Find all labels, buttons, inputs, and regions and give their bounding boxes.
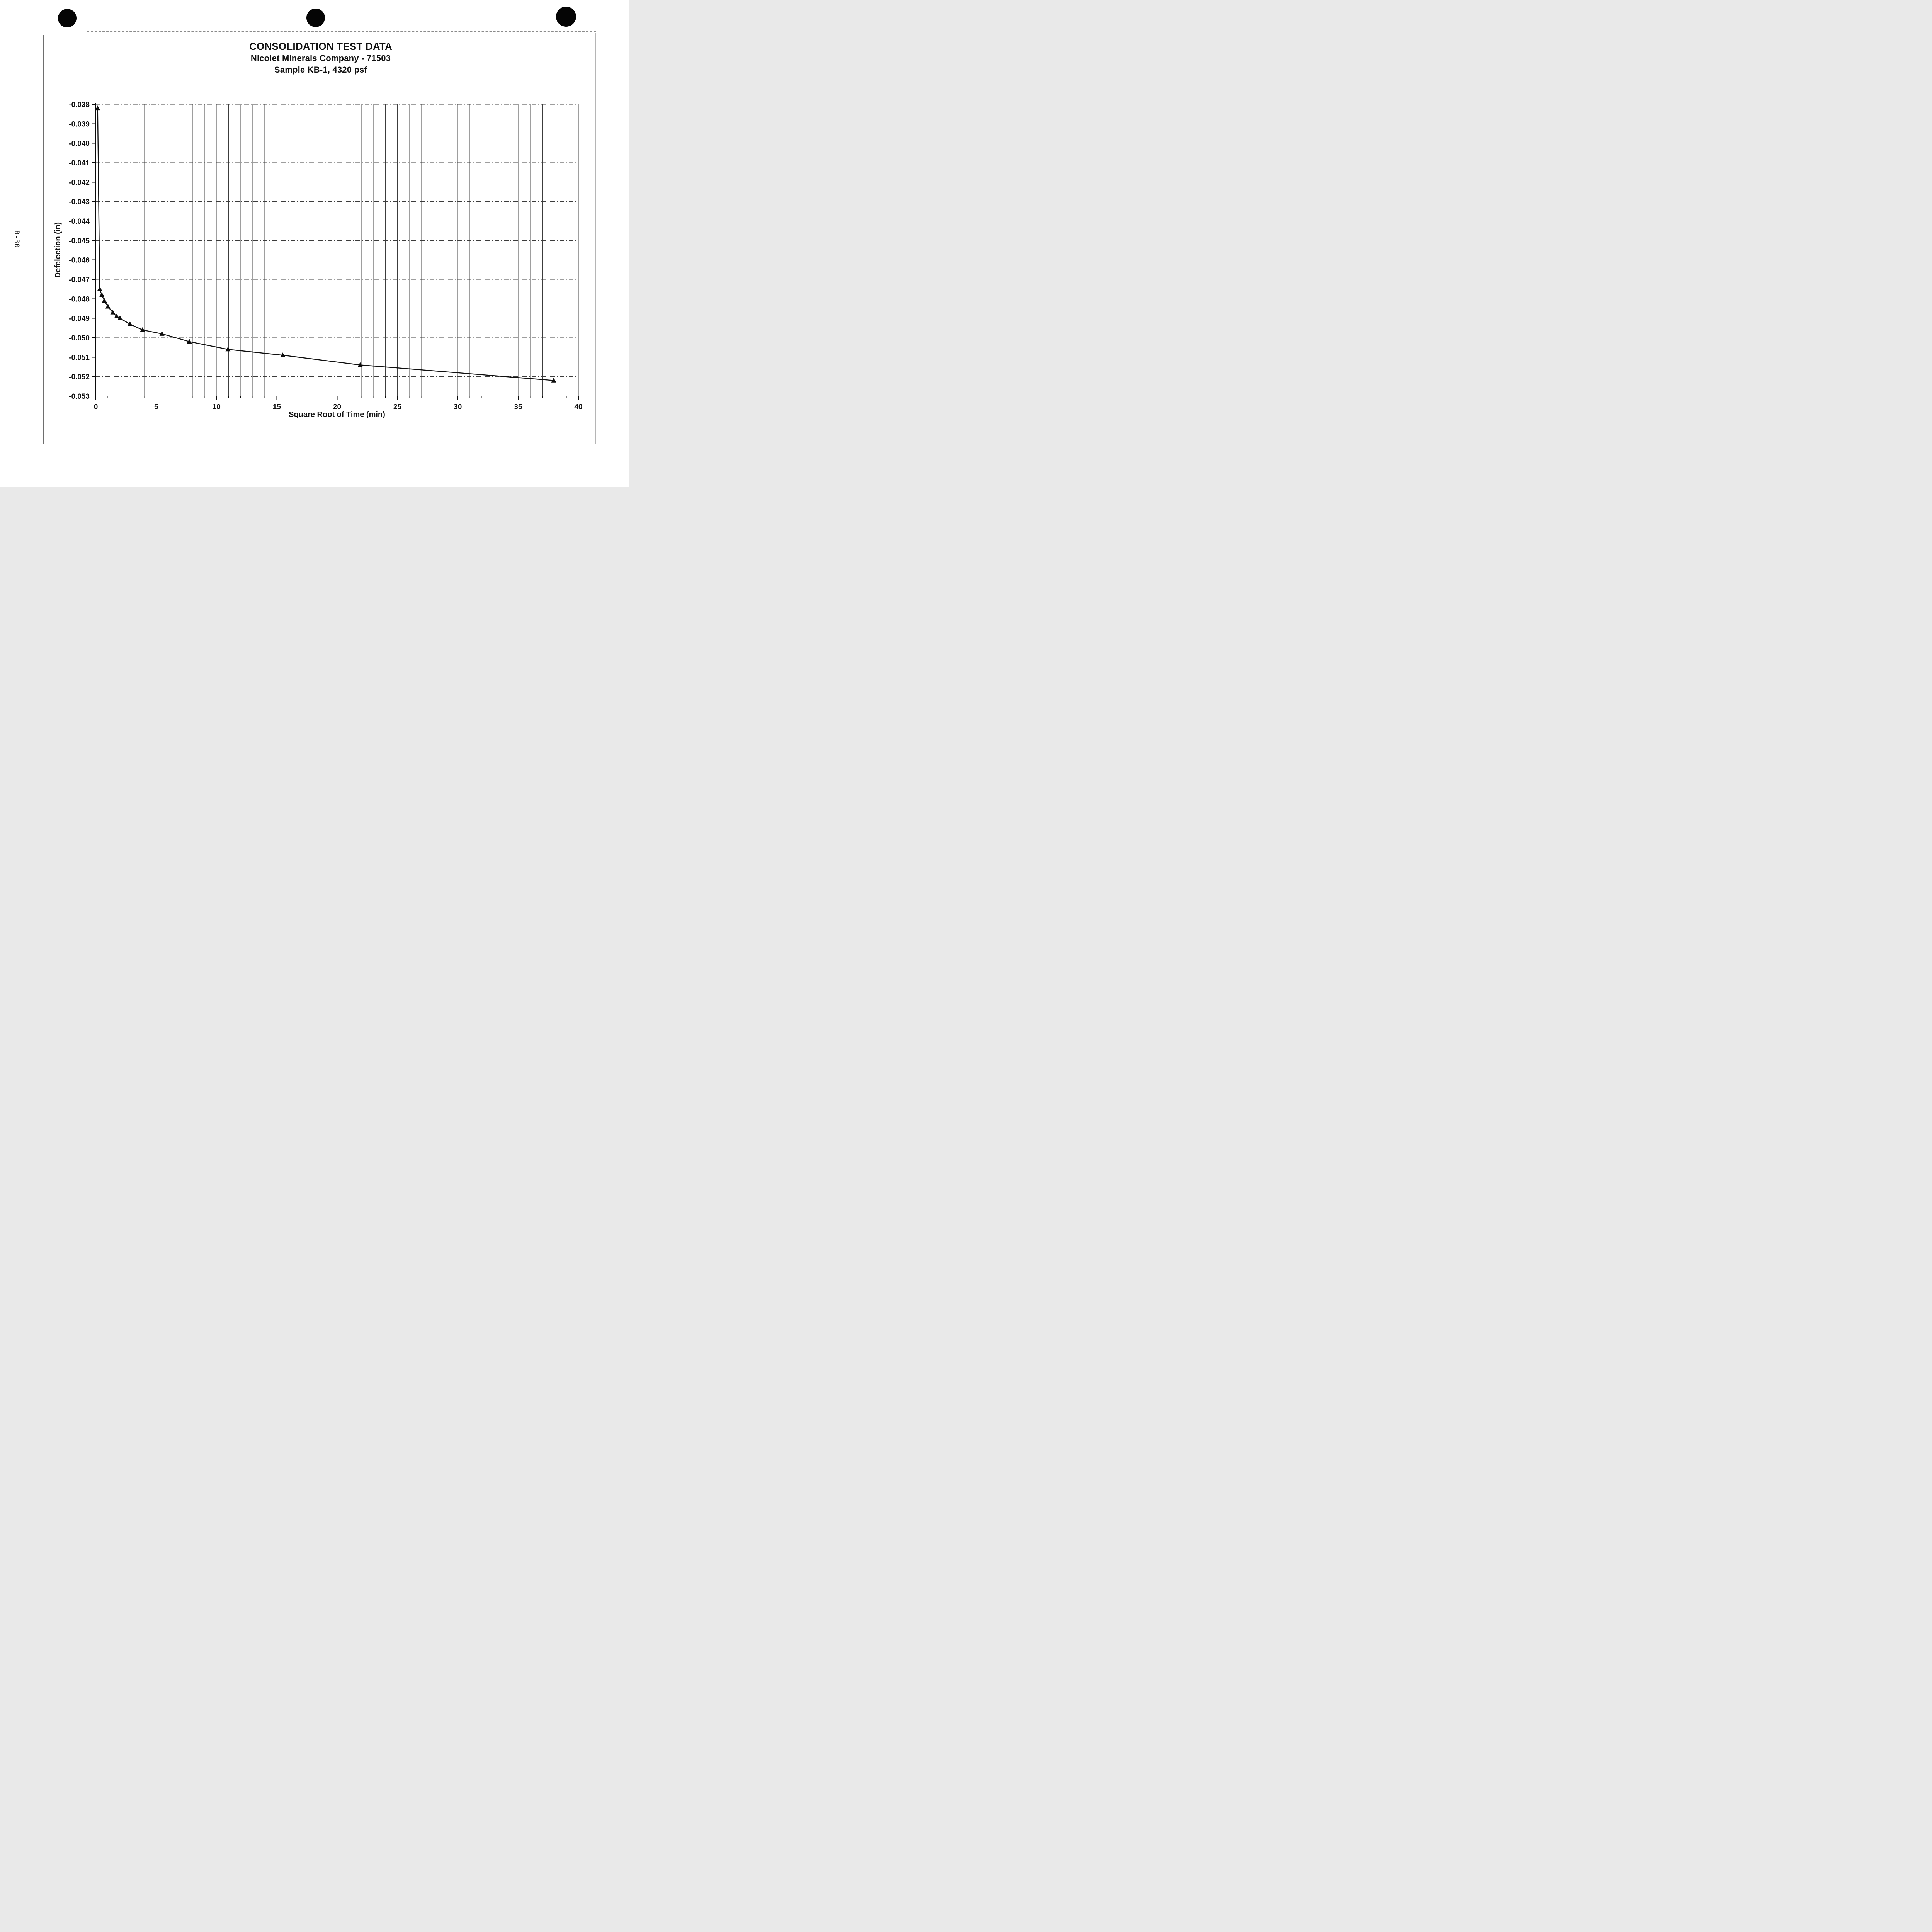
data-point-marker	[159, 331, 165, 336]
x-tick-label: 0	[94, 403, 98, 411]
x-tick-label: 5	[154, 403, 158, 411]
x-tick-label: 25	[393, 403, 402, 411]
y-tick-label: -0.052	[69, 373, 90, 381]
punch-hole-left	[58, 9, 77, 27]
data-point-marker	[187, 339, 192, 344]
x-tick-label: 20	[333, 403, 341, 411]
y-tick-label: -0.039	[69, 120, 90, 128]
y-tick-label: -0.044	[69, 218, 90, 226]
data-point-marker	[95, 105, 100, 111]
y-tick-label: -0.050	[69, 334, 90, 342]
data-point-marker	[97, 286, 102, 291]
punch-hole-right	[556, 7, 576, 27]
data-point-marker	[102, 298, 107, 303]
data-point-marker	[105, 304, 111, 309]
data-point-marker	[127, 321, 133, 326]
data-series	[95, 105, 556, 383]
y-tick-label: -0.051	[69, 354, 90, 362]
data-line	[97, 108, 554, 381]
chart-subtitle-company: Nicolet Minerals Company - 71503	[250, 53, 391, 63]
scanned-page: CONSOLIDATION TEST DATA Nicolet Minerals…	[0, 0, 629, 487]
data-point-marker	[225, 347, 231, 352]
chart-title: CONSOLIDATION TEST DATA	[249, 41, 393, 52]
data-point-marker	[280, 352, 286, 357]
y-tick-label: -0.043	[69, 198, 90, 206]
data-point-marker	[140, 327, 145, 332]
x-tick-label: 15	[273, 403, 281, 411]
data-point-marker	[117, 315, 122, 320]
x-tick-label: 30	[454, 403, 462, 411]
data-point-marker	[110, 310, 116, 315]
x-tick-label: 10	[213, 403, 221, 411]
data-point-marker	[357, 362, 363, 367]
chart-subtitle-sample: Sample KB-1, 4320 psf	[274, 65, 367, 75]
y-tick-label: -0.046	[69, 257, 90, 265]
x-tick-label: 35	[514, 403, 522, 411]
chart-title-block: CONSOLIDATION TEST DATA Nicolet Minerals…	[70, 40, 572, 76]
data-point-marker	[99, 292, 105, 297]
y-tick-label: -0.047	[69, 276, 90, 284]
grid-lines	[96, 104, 579, 396]
punch-hole-center	[306, 9, 325, 27]
x-tick-label: 40	[574, 403, 582, 411]
data-point-marker	[114, 313, 119, 318]
y-tick-label: -0.038	[69, 101, 90, 109]
y-tick-label: -0.049	[69, 315, 90, 323]
scan-edge-top	[87, 31, 596, 32]
y-tick-label: -0.048	[69, 295, 90, 303]
y-tick-label: -0.041	[69, 159, 90, 167]
y-tick-label: -0.040	[69, 140, 90, 148]
scan-edge-right	[595, 33, 596, 444]
y-tick-label: -0.045	[69, 237, 90, 245]
y-axis-title: Defelection (in)	[54, 222, 62, 278]
consolidation-chart: -0.038 -0.039 -0.040 -0.041 -0.042 -0.043 -0.0…	[69, 101, 582, 411]
y-tick-label: -0.053	[69, 393, 90, 401]
y-tick-label: -0.042	[69, 179, 90, 187]
x-axis-title: Square Root of Time (min)	[289, 410, 385, 419]
data-point-marker	[551, 378, 556, 383]
scan-edge-left	[43, 35, 44, 444]
axes: -0.038 -0.039 -0.040 -0.041 -0.042 -0.043 -0.0…	[69, 101, 582, 411]
